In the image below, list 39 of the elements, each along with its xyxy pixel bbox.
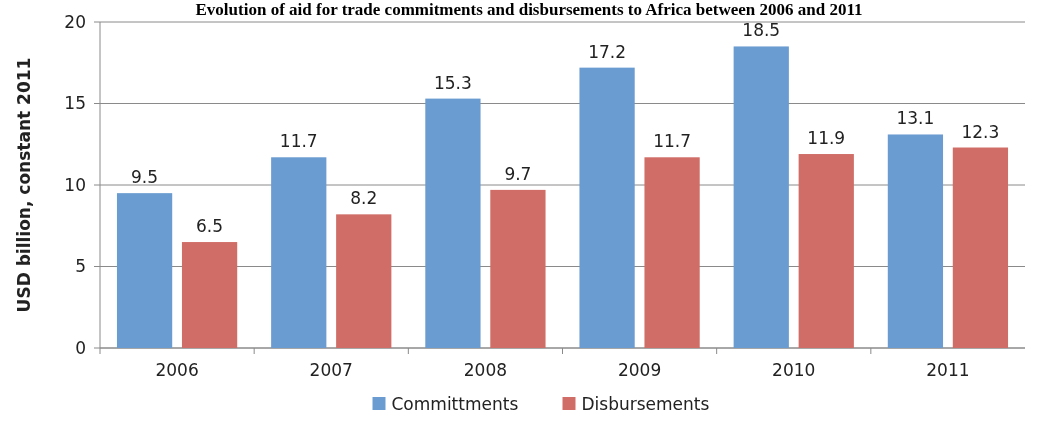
y-tick-label: 10	[64, 174, 86, 195]
chart-title: Evolution of aid for trade commitments and disbursements to Africa between 2006 and 2011	[195, 0, 863, 19]
bar	[336, 214, 392, 348]
data-label: 8.2	[350, 188, 378, 209]
x-tick-label: 2010	[772, 360, 816, 380]
data-label: 17.2	[588, 41, 627, 62]
x-tick-label: 2008	[463, 360, 508, 380]
data-label: 15.3	[433, 72, 472, 93]
x-tick-label: 2007	[309, 360, 353, 380]
bar	[425, 98, 481, 348]
data-label: 11.7	[653, 131, 692, 152]
data-label: 13.1	[896, 108, 935, 129]
y-tick-label: 5	[75, 256, 86, 277]
data-label: 11.7	[279, 131, 318, 152]
y-tick-label: 0	[75, 337, 86, 358]
y-tick-label: 20	[64, 11, 86, 32]
x-tick-label: 2009	[617, 360, 662, 380]
legend-label: Disbursements	[581, 394, 710, 414]
data-label: 11.9	[807, 128, 846, 149]
y-tick-label: 15	[64, 93, 86, 114]
x-tick-label: 2006	[155, 360, 199, 380]
bar	[579, 67, 635, 348]
bar	[271, 157, 327, 348]
x-tick-label: 2011	[926, 360, 970, 380]
data-label: 18.5	[742, 20, 781, 41]
bar	[490, 189, 546, 348]
bar	[644, 157, 700, 348]
bar	[798, 154, 854, 348]
data-label: 9.7	[504, 163, 532, 184]
bar	[733, 46, 789, 348]
y-axis-title: USD billion, constant 2011	[14, 57, 34, 313]
legend-label: Committments	[391, 394, 519, 414]
bar	[952, 147, 1009, 348]
data-label: 12.3	[961, 121, 1000, 142]
data-label: 9.5	[131, 167, 159, 188]
data-label: 6.5	[196, 216, 224, 237]
bar	[181, 242, 238, 348]
bar	[887, 134, 944, 348]
bar	[116, 193, 173, 348]
